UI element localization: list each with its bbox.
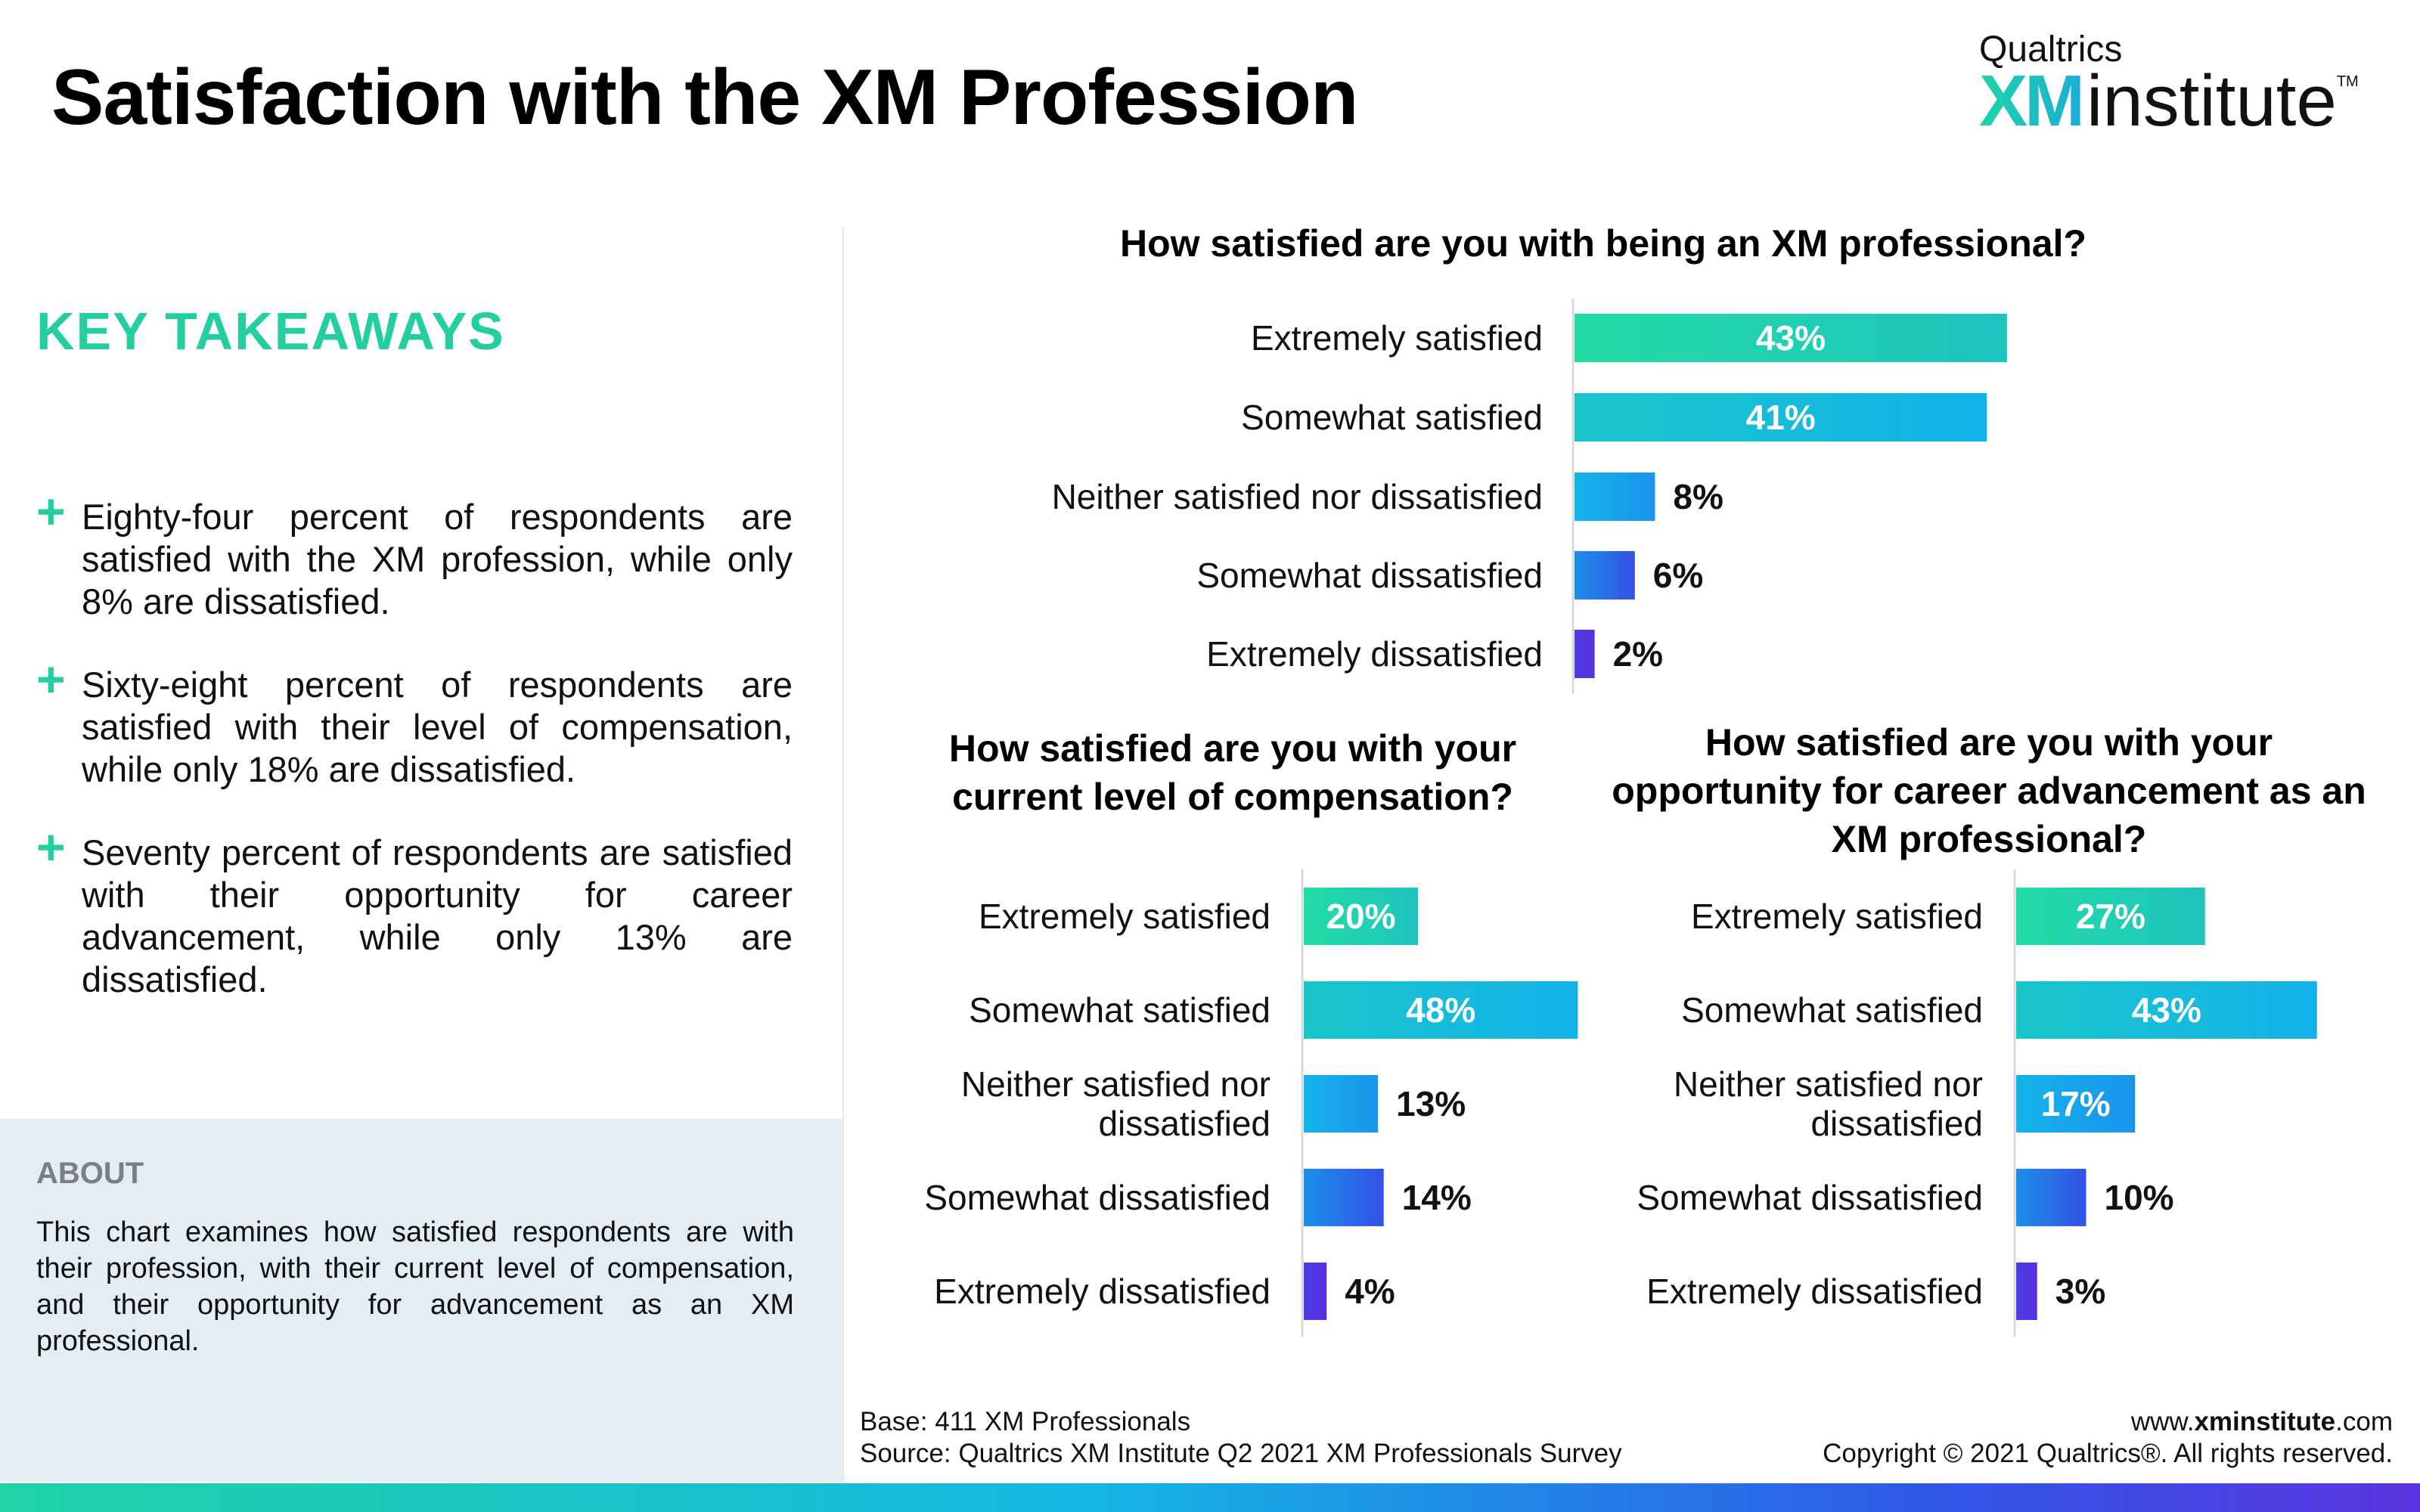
bottom-gradient-bar: [0, 1483, 2420, 1512]
chart-bar: [1304, 981, 1578, 1039]
panel-divider: [842, 227, 844, 1482]
chart-bar: [2016, 1169, 2086, 1226]
about-text: This chart examines how satisfied respon…: [36, 1216, 794, 1357]
takeaway-text: Sixty-eight percent of respondents are s…: [82, 665, 793, 789]
chart-category-label: Extremely satisfied: [1251, 318, 1543, 358]
footer-source-text: Source: Qualtrics XM Institute Q2 2021 X…: [860, 1439, 1622, 1468]
chart-bar: [1575, 551, 1635, 600]
xm-institute-logo: XMinstituteTM: [1979, 65, 2359, 138]
chart-category-label: Extremely satisfied: [979, 897, 1270, 936]
footer-url-prefix: www.: [2130, 1407, 2195, 1436]
chart-value-label: 43%: [2132, 990, 2201, 1030]
chart-category-label: Neither satisfied nor dissatisfied: [1674, 1064, 1983, 1143]
chart-bar: [1575, 314, 2007, 362]
chart-category-label: Somewhat satisfied: [1241, 398, 1543, 437]
chart-category-label: Somewhat satisfied: [969, 990, 1270, 1030]
chart-value-label: 14%: [1402, 1178, 1472, 1217]
logo-institute-text: institute: [2086, 60, 2337, 141]
chart-bar: [1575, 393, 1987, 442]
chart-value-label: 17%: [2041, 1084, 2111, 1123]
footer-copyright-text: Copyright © 2021 Qualtrics®. All rights …: [1823, 1439, 2393, 1468]
chart-title-compensation: How satisfied are you with your current …: [948, 727, 1517, 818]
about-panel: [0, 1119, 843, 1482]
chart-value-label: 10%: [2105, 1178, 2174, 1217]
chart-category-label: Neither satisfied nor dissatisfied: [1052, 477, 1543, 516]
chart-bar: [1304, 888, 1418, 945]
chart-value-label: 4%: [1345, 1272, 1395, 1311]
takeaway-text: Seventy percent of respondents are satis…: [82, 832, 793, 999]
page-title: Satisfaction with the XM Profession: [51, 54, 1358, 141]
chart-value-label: 43%: [1756, 318, 1826, 358]
footer-source: Base: 411 XM Professionals Source: Qualt…: [860, 1406, 1622, 1470]
chart-category-label: Extremely dissatisfied: [934, 1272, 1270, 1311]
takeaway-item: + Eighty-four percent of respondents are…: [36, 486, 793, 623]
chart-bar: [2016, 1075, 2136, 1132]
footer-url-suffix: .com: [2335, 1407, 2393, 1436]
chart-category-label: Somewhat dissatisfied: [1196, 556, 1543, 595]
chart-title-career: How satisfied are you with your opportun…: [1612, 721, 2366, 860]
chart-category-label: Somewhat dissatisfied: [924, 1178, 1270, 1217]
chart-bar: [1304, 1263, 1327, 1320]
chart-bar: [1575, 630, 1595, 678]
chart-value-label: 6%: [1653, 556, 1703, 595]
chart-value-label: 48%: [1406, 990, 1475, 1030]
chart-bar: [1304, 1169, 1384, 1226]
chart-bar: [2016, 888, 2205, 945]
plus-icon: +: [36, 651, 66, 707]
footer-base: Base: 411 XM Professionals: [860, 1407, 1191, 1436]
chart-category-label: Extremely satisfied: [1691, 897, 1983, 936]
chart-category-label: Extremely dissatisfied: [1646, 1272, 1983, 1311]
chart-category-label: Somewhat satisfied: [1681, 990, 1983, 1030]
logo-qualtrics-text: Qualtrics: [1979, 29, 2123, 70]
takeaway-item: + Seventy percent of respondents are sat…: [36, 822, 793, 1001]
chart-category-label: Somewhat dissatisfied: [1637, 1178, 1983, 1217]
chart-category-label: Extremely dissatisfied: [1206, 634, 1543, 674]
chart-bar: [2016, 981, 2317, 1039]
chart-category-label: Neither satisfied nor dissatisfied: [961, 1064, 1270, 1143]
footer-copyright: www.xminstitute.com Copyright © 2021 Qua…: [1823, 1406, 2393, 1470]
footer-url-bold: xminstitute: [2194, 1407, 2336, 1436]
chart-title-profession: How satisfied are you with being an XM p…: [1120, 222, 2086, 265]
chart-value-label: 2%: [1613, 634, 1663, 674]
chart-value-label: 13%: [1396, 1084, 1466, 1123]
plus-icon: +: [36, 483, 66, 539]
chart-value-label: 3%: [2055, 1272, 2105, 1311]
chart-bar: [1575, 472, 1655, 521]
plus-icon: +: [36, 819, 66, 875]
chart-bar: [2016, 1263, 2037, 1320]
about-heading: ABOUT: [36, 1157, 144, 1190]
logo-trademark: TM: [2336, 73, 2359, 90]
chart-value-label: 20%: [1326, 897, 1395, 936]
key-takeaways-heading: KEY TAKEAWAYS: [36, 302, 505, 361]
footer-url[interactable]: www.xminstitute.com: [1823, 1406, 2393, 1438]
chart-bar: [1304, 1075, 1379, 1132]
logo-xm-text: XM: [1979, 60, 2085, 141]
takeaway-item: + Sixty-eight percent of respondents are…: [36, 654, 793, 791]
chart-value-label: 8%: [1673, 477, 1723, 516]
takeaway-text: Eighty-four percent of respondents are s…: [82, 497, 793, 621]
chart-value-label: 41%: [1746, 398, 1816, 437]
chart-value-label: 27%: [2076, 897, 2145, 936]
